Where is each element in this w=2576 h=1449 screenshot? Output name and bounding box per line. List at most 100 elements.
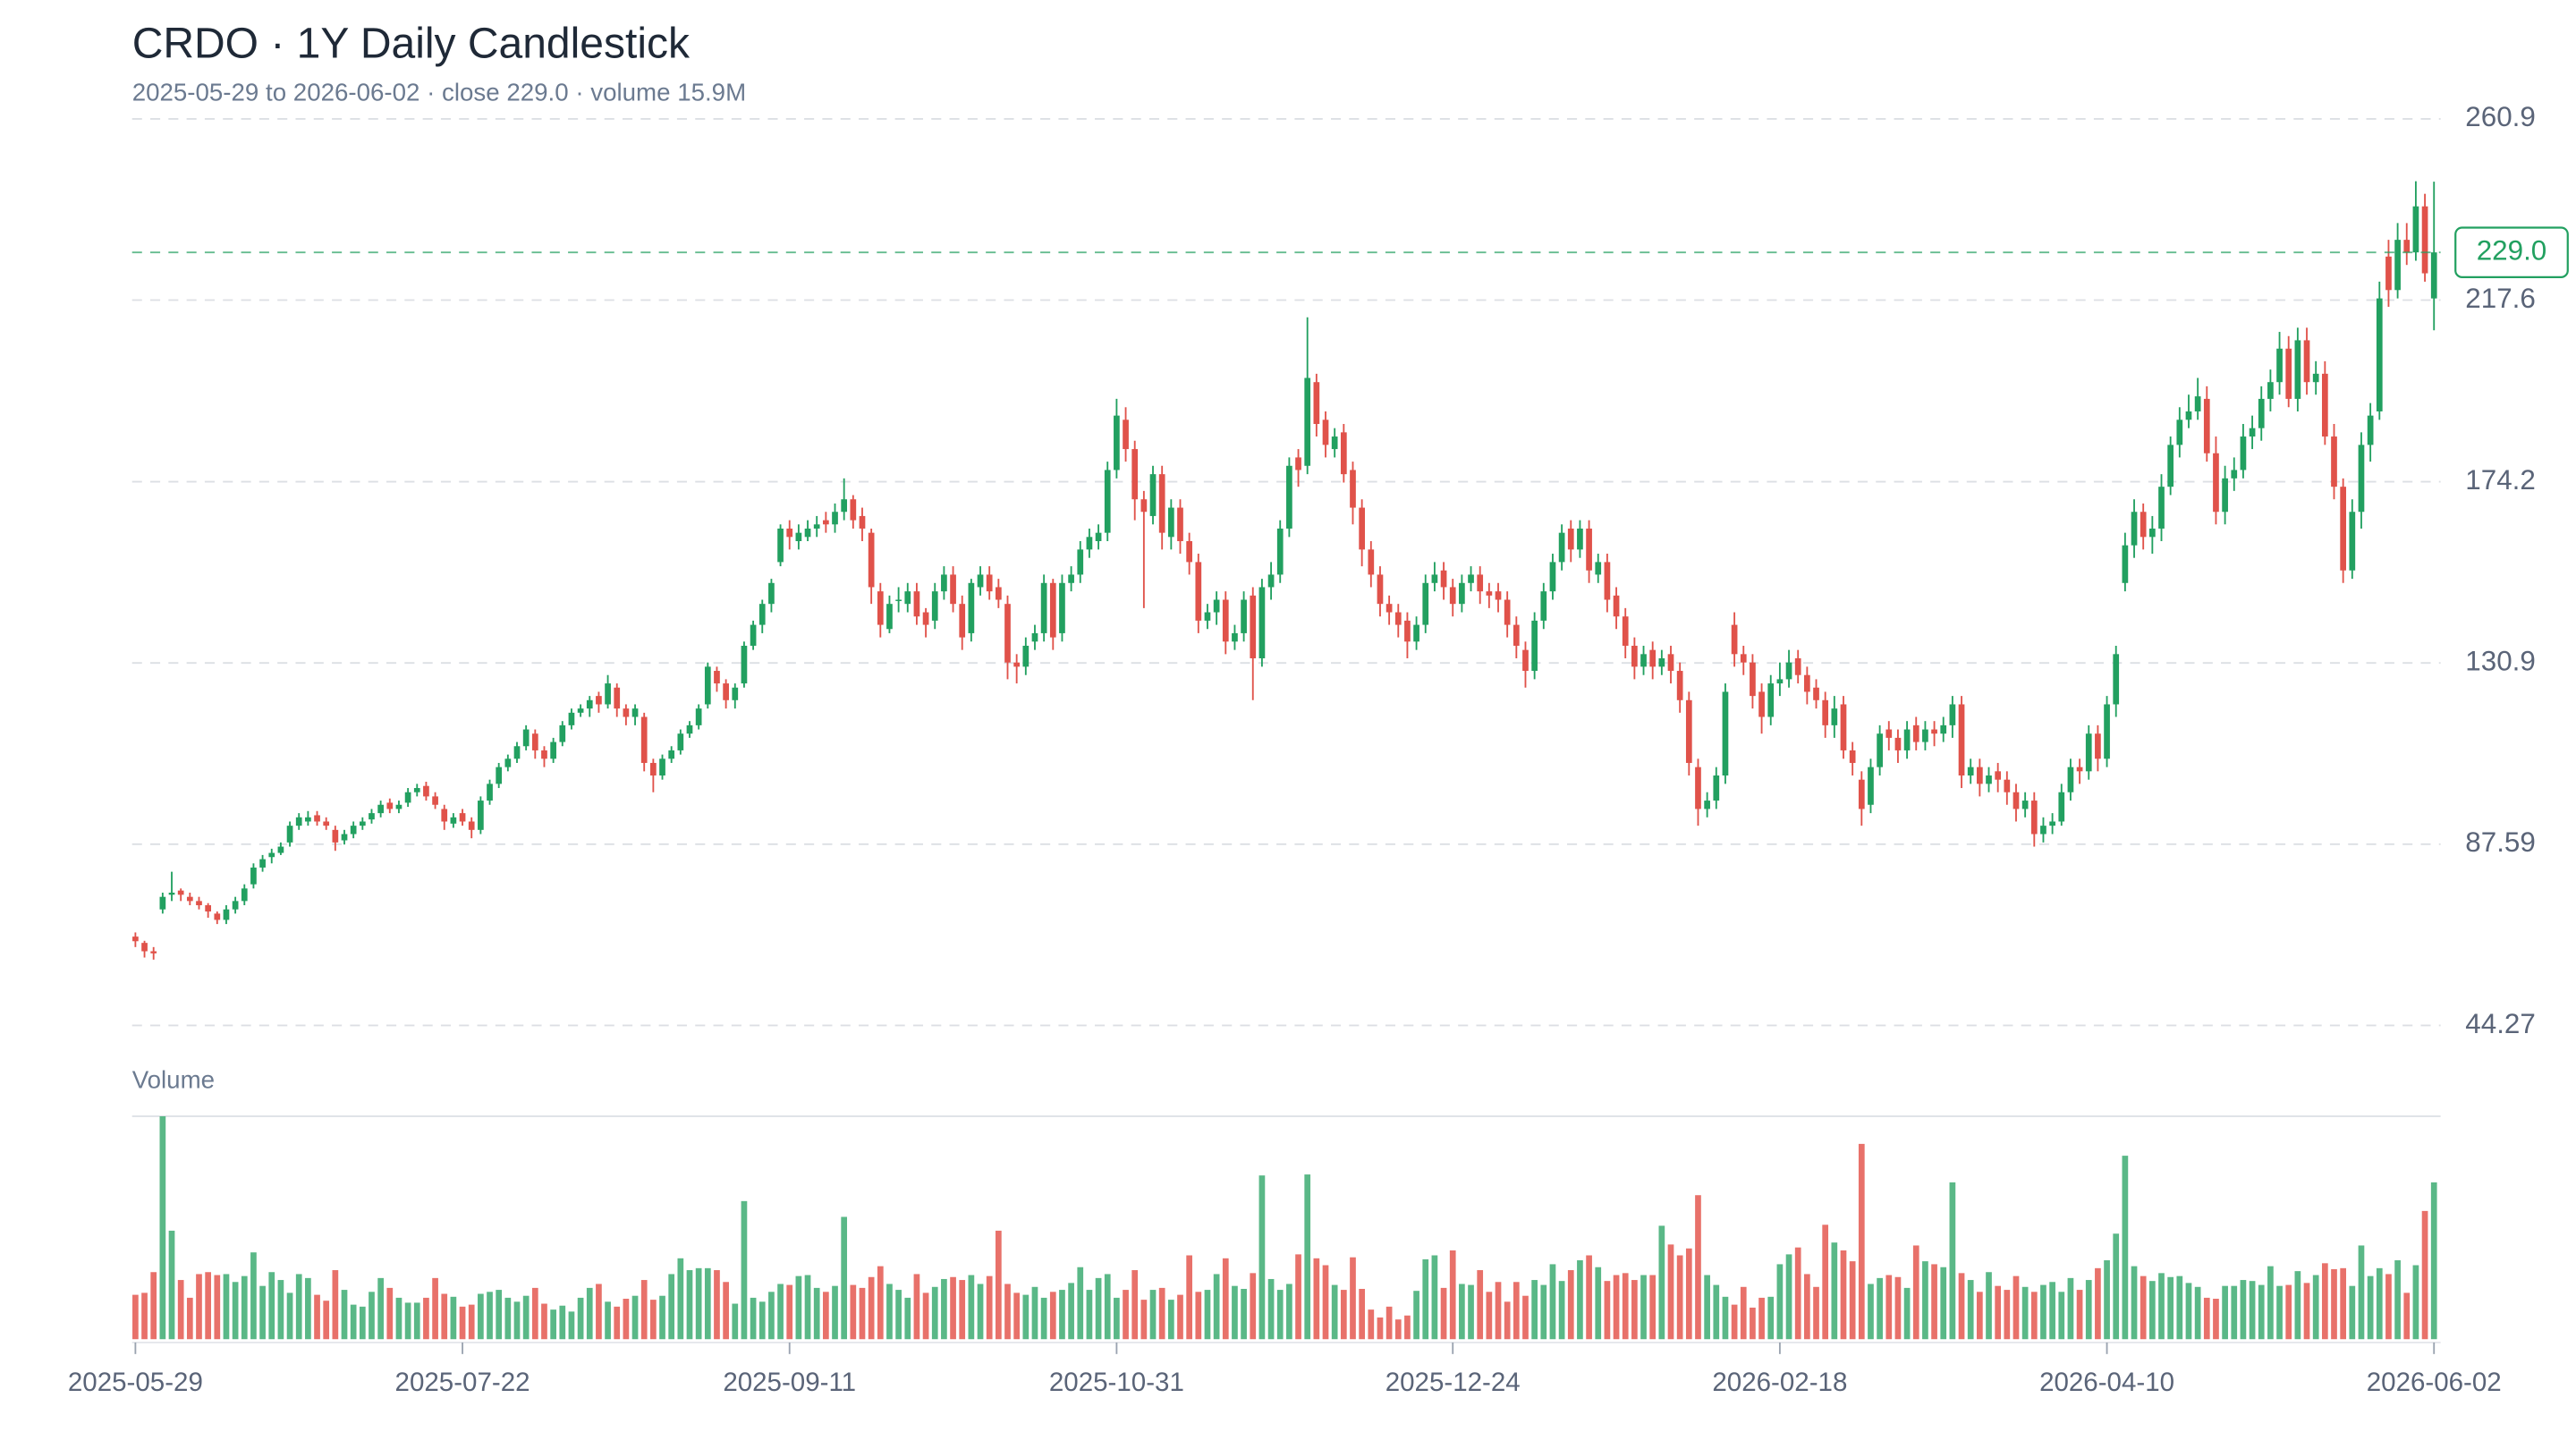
volume-bar [1477, 1270, 1484, 1340]
candle-body [640, 716, 648, 763]
volume-bar [1350, 1257, 1356, 1340]
candle-body [1295, 457, 1301, 470]
volume-bar [459, 1306, 466, 1340]
volume-bar [1204, 1290, 1211, 1340]
candle-body [1513, 624, 1520, 646]
volume-bar [2030, 1292, 2038, 1340]
volume-bar [2213, 1299, 2219, 1340]
candle-body [1604, 562, 1611, 600]
volume-bar [758, 1301, 766, 1340]
candle-body [2349, 512, 2356, 571]
candle-body [132, 936, 139, 942]
volume-bar [386, 1287, 394, 1340]
volume-bar [1468, 1284, 1474, 1340]
volume-bar [2131, 1266, 2138, 1340]
volume-bar [1232, 1285, 1238, 1340]
volume-bar [1658, 1225, 1665, 1340]
volume-bar [350, 1304, 357, 1340]
candle-body [1040, 582, 1047, 633]
candle-body [550, 741, 556, 759]
volume-bar [1104, 1274, 1111, 1340]
candle-body [2430, 252, 2437, 299]
volume-bar [295, 1274, 302, 1340]
volume-bar [2294, 1271, 2301, 1340]
candle-body [441, 809, 448, 822]
volume-bar [1149, 1290, 1157, 1340]
candle-body [1885, 729, 1893, 738]
volume-bar [141, 1292, 148, 1340]
candle-body [196, 901, 202, 906]
candle-body [1267, 574, 1275, 588]
volume-bar [2167, 1276, 2174, 1340]
candle-body [341, 834, 348, 841]
candle-body [2122, 545, 2129, 583]
candle-body [1468, 574, 1474, 583]
volume-bar [704, 1267, 711, 1340]
candle-body [2385, 256, 2392, 291]
volume-bar [850, 1284, 857, 1340]
candle-body [1167, 507, 1174, 538]
volume-bar [2394, 1260, 2401, 1340]
volume-bar [786, 1284, 793, 1340]
candle-body [1222, 599, 1229, 642]
candle-body [268, 852, 275, 858]
candle-body [332, 829, 339, 843]
candle-body [2194, 396, 2201, 411]
candle-body [314, 815, 320, 822]
candle-body [1713, 775, 1720, 801]
volume-bar [1813, 1286, 1819, 1340]
volume-bar [522, 1295, 530, 1340]
volume-bar [1722, 1296, 1729, 1340]
volume-bar [2113, 1233, 2120, 1340]
volume-bar [1368, 1309, 1375, 1340]
candle-body [832, 512, 838, 525]
volume-bar [1822, 1224, 1829, 1340]
volume-bar [1613, 1275, 1620, 1340]
volume-bar [1522, 1295, 1529, 1340]
candle-body [1685, 699, 1692, 763]
volume-bar [913, 1274, 920, 1340]
candle-body [432, 796, 438, 805]
candle-body [2321, 373, 2328, 437]
volume-bar [2194, 1286, 2201, 1340]
volume-bar [250, 1252, 257, 1340]
x-tick-label: 2026-04-10 [2039, 1368, 2174, 1397]
volume-bar [2367, 1275, 2374, 1340]
candle-body [1558, 532, 1565, 563]
candle-body [305, 817, 311, 822]
candle-body [1822, 699, 1829, 725]
volume-bar [2222, 1285, 2228, 1340]
candle-body [895, 599, 902, 601]
volume-bar [795, 1275, 802, 1340]
volume-bar [369, 1292, 375, 1340]
candle-body [522, 729, 530, 747]
volume-bar [1940, 1267, 1947, 1340]
volume-bar [550, 1309, 556, 1340]
candle-body [568, 712, 575, 725]
volume-bar [359, 1306, 366, 1340]
volume-bar [1540, 1284, 1547, 1340]
candle-body [1213, 599, 1220, 613]
volume-bar [1531, 1280, 1538, 1340]
volume-bar [1377, 1317, 1384, 1340]
volume-bar [959, 1280, 966, 1340]
candle-body [1177, 507, 1183, 541]
candle-body [259, 859, 266, 868]
volume-bar [496, 1290, 503, 1340]
volume-bar [640, 1280, 648, 1340]
candle-body [2258, 398, 2265, 428]
candle-body [768, 582, 775, 605]
volume-bar [868, 1276, 875, 1340]
volume-bar [478, 1293, 484, 1340]
candle-body [1250, 595, 1257, 659]
candle-body [2331, 436, 2337, 487]
volume-bar [1622, 1273, 1629, 1340]
x-tick-label: 2025-10-31 [1049, 1368, 1184, 1397]
candle-body [586, 699, 593, 709]
volume-bar [1022, 1294, 1030, 1340]
candle-body [2030, 801, 2038, 835]
volume-bar [1040, 1297, 1047, 1340]
candle-body [1459, 582, 1465, 605]
volume-bar [1313, 1258, 1320, 1340]
candle-body [986, 574, 993, 592]
